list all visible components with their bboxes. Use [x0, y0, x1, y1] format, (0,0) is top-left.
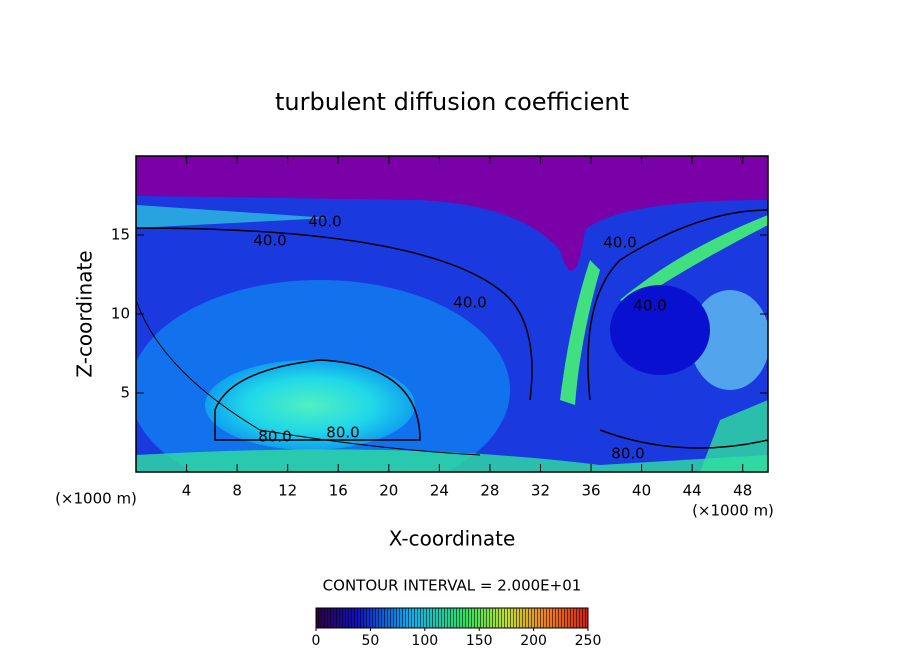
colorbar-tick-label: 50: [361, 633, 379, 649]
x-tick-label: 16: [329, 482, 348, 500]
chart-title: turbulent diffusion coefficient: [275, 88, 629, 116]
contour-line: [136, 299, 481, 456]
x-tick-label: 20: [379, 482, 398, 500]
colorbar-tick-label: 250: [575, 633, 602, 649]
y-tick-label: 5: [120, 384, 130, 402]
colorbar-tick-label: 200: [520, 633, 547, 649]
x-tick-label: 4: [182, 482, 192, 500]
x-tick-label: 44: [683, 482, 702, 500]
contour-label: 40.0: [253, 232, 286, 250]
overlay: 4 8 12 16 20 24 28 32 36 40 44 485101540.040.040.04…: [111, 156, 768, 649]
contour-label: 80.0: [326, 424, 359, 442]
x-tick-label: 8: [232, 482, 242, 500]
colorbar-tick-label: 150: [466, 633, 493, 649]
x-tick-label: 28: [480, 482, 499, 500]
contour-field: [136, 156, 768, 472]
colorbar-tick-label: 100: [411, 633, 438, 649]
contour-line: [599, 429, 768, 449]
x-tick-label: 32: [531, 482, 550, 500]
y-tick-label: 15: [111, 226, 130, 244]
contour-label: 80.0: [611, 445, 644, 463]
x-tick-label: 40: [632, 482, 651, 500]
x-tick-label: 24: [430, 482, 449, 500]
x-tick-label: 12: [278, 482, 297, 500]
contour-label: 40.0: [308, 213, 341, 231]
y-axis-label: Z-coordinate: [73, 250, 97, 377]
contour-line: [587, 209, 768, 401]
y-tick-label: 10: [111, 305, 130, 323]
contour-label: 40.0: [453, 294, 486, 312]
colorbar-frame: [315, 607, 589, 629]
contour-label: 40.0: [603, 234, 636, 252]
colorbar-stripes: [316, 608, 588, 628]
x-axis-label: X-coordinate: [389, 527, 516, 551]
x-tick-label: 36: [581, 482, 600, 500]
contour-label: 80.0: [258, 428, 291, 446]
x-tick-label: 48: [733, 482, 752, 500]
contour-interval: CONTOUR INTERVAL = 2.000E+01: [323, 577, 582, 595]
x-unit: (×1000 m): [692, 502, 774, 520]
colorbar-tick-label: 0: [312, 633, 321, 649]
x-unit: (×1000 m): [55, 490, 137, 508]
contour-label: 40.0: [633, 297, 666, 315]
contour-line: [136, 227, 533, 401]
contour-line: [214, 359, 421, 441]
